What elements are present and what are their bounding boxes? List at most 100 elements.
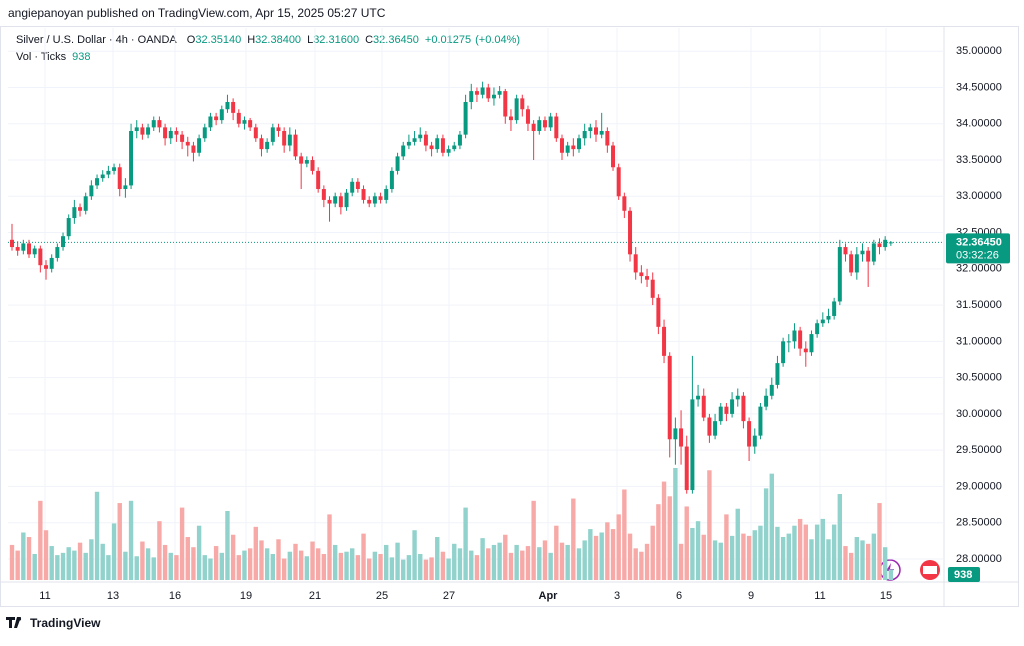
candle-body bbox=[440, 138, 445, 153]
volume-bar bbox=[327, 514, 332, 580]
candle-body bbox=[463, 101, 468, 135]
candle-body bbox=[276, 127, 281, 132]
candle-body bbox=[384, 189, 389, 200]
candle-body bbox=[520, 98, 525, 110]
candle-body bbox=[469, 91, 474, 102]
last-price-label: 32.36450 bbox=[956, 236, 1002, 248]
candle-body bbox=[542, 120, 547, 128]
candle-body bbox=[611, 145, 616, 168]
volume-bar bbox=[89, 539, 94, 580]
volume-legend: Vol · Ticks 938 bbox=[16, 51, 90, 63]
volume-bar bbox=[83, 552, 88, 580]
volume-bar bbox=[412, 530, 417, 580]
volume-bar bbox=[77, 542, 83, 580]
volume-bar bbox=[525, 546, 531, 580]
candle-body bbox=[815, 323, 820, 335]
candle-body bbox=[287, 134, 292, 146]
volume-bar bbox=[185, 537, 190, 580]
volume-bar bbox=[418, 553, 423, 580]
y-tick-label: 30.50000 bbox=[956, 372, 1002, 384]
candle-body bbox=[684, 446, 689, 491]
volume-bar bbox=[622, 489, 627, 580]
candle-body bbox=[123, 185, 128, 190]
candle-body bbox=[616, 167, 621, 197]
volume-bar bbox=[230, 534, 236, 580]
volume-bar bbox=[236, 555, 241, 580]
candle-body bbox=[435, 138, 440, 150]
change-value: +0.01275 bbox=[425, 34, 471, 46]
candle-body bbox=[826, 315, 831, 320]
volume-bar bbox=[837, 494, 843, 580]
candle-body bbox=[112, 167, 117, 171]
volume-bar bbox=[361, 533, 366, 580]
candle-body bbox=[202, 127, 207, 139]
volume-bar bbox=[202, 555, 207, 580]
y-tick-label: 32.00000 bbox=[956, 263, 1002, 275]
candle-body bbox=[452, 145, 457, 150]
volume-bar bbox=[389, 557, 395, 580]
volume-bar bbox=[616, 514, 621, 580]
candle-body bbox=[185, 141, 190, 146]
candle-body bbox=[333, 196, 338, 204]
candle-body bbox=[781, 341, 786, 364]
candle-body bbox=[304, 160, 309, 164]
volume-bar bbox=[797, 518, 803, 580]
candle-body bbox=[372, 196, 377, 204]
volume-bar bbox=[151, 557, 156, 580]
candle-body bbox=[38, 248, 43, 266]
candle-body bbox=[406, 141, 411, 146]
volume-bar bbox=[310, 541, 315, 580]
volume-bar bbox=[673, 468, 678, 580]
candle-body bbox=[707, 417, 712, 436]
volume-bar bbox=[644, 543, 650, 580]
volume-bar bbox=[66, 547, 71, 580]
volume-bar bbox=[820, 518, 826, 580]
logo-dot bbox=[17, 617, 22, 621]
volume-bar bbox=[219, 552, 224, 580]
ohlc-key: C bbox=[365, 34, 373, 46]
volume-bar bbox=[355, 555, 361, 580]
volume-bar bbox=[191, 547, 196, 580]
x-tick-label: 6 bbox=[676, 590, 682, 602]
change-percent: (+0.04%) bbox=[475, 34, 520, 46]
candle-body bbox=[650, 279, 655, 298]
volume-bar bbox=[690, 527, 695, 580]
y-tick-label: 31.00000 bbox=[956, 335, 1002, 347]
candle-body bbox=[673, 428, 678, 440]
volume-bar bbox=[599, 532, 604, 580]
candle-body bbox=[174, 131, 179, 135]
volume-bar bbox=[718, 542, 723, 580]
candle-body bbox=[486, 87, 491, 99]
candle-body bbox=[197, 138, 202, 153]
volume-value-box bbox=[948, 567, 980, 582]
brand-logo bbox=[6, 617, 22, 628]
volume-bar bbox=[695, 521, 701, 580]
candle-body bbox=[701, 395, 706, 418]
volume-bar bbox=[871, 533, 877, 580]
volume-bar bbox=[117, 503, 122, 580]
volume-bar bbox=[128, 500, 134, 580]
candle-body bbox=[140, 127, 145, 135]
volume-bar bbox=[208, 558, 213, 580]
volume-bar bbox=[225, 510, 230, 580]
candle-body bbox=[843, 247, 848, 255]
candle-body bbox=[310, 160, 315, 171]
candle-body bbox=[622, 196, 627, 211]
x-tick-label: 11 bbox=[39, 590, 50, 602]
candle-body bbox=[741, 395, 746, 422]
candle-body bbox=[134, 127, 139, 132]
candle-body bbox=[758, 406, 763, 436]
candle-body bbox=[83, 196, 88, 211]
volume-bar bbox=[32, 553, 37, 580]
volume-bar bbox=[321, 553, 327, 580]
volume-bar bbox=[537, 547, 542, 580]
candle-body bbox=[582, 131, 587, 139]
candle-body bbox=[679, 428, 684, 447]
volume-bar bbox=[724, 514, 729, 580]
x-tick-label: 15 bbox=[880, 590, 892, 602]
volume-bar bbox=[548, 552, 553, 580]
last-price-box bbox=[946, 233, 1010, 264]
volume-bar bbox=[514, 544, 519, 580]
candle-body bbox=[548, 116, 553, 128]
